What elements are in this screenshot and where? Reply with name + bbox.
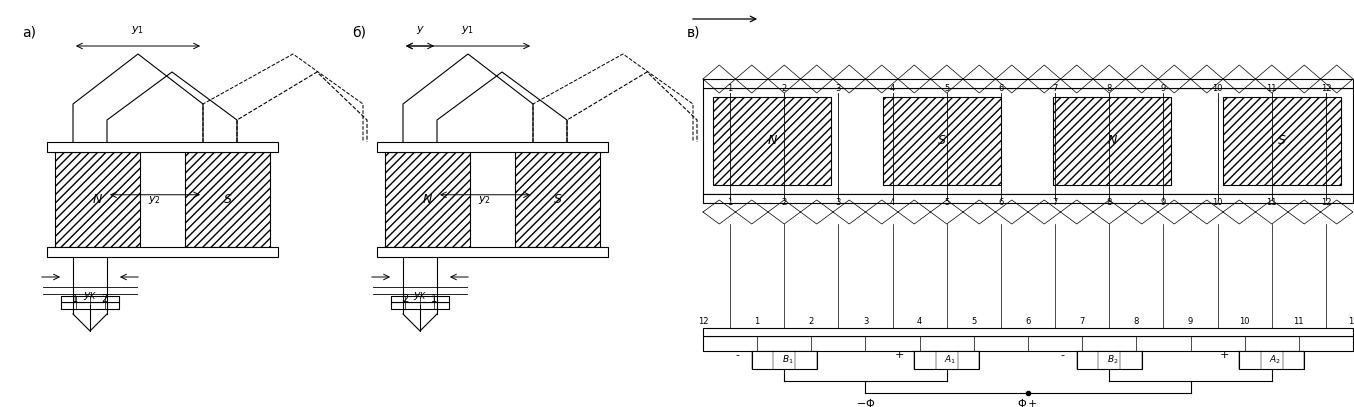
Bar [703,328,1353,336]
Text: -: - [735,350,739,361]
Bar [391,302,450,309]
Text: 7: 7 [1052,84,1057,93]
Text: 12: 12 [1320,198,1331,207]
Text: $y_K$: $y_K$ [83,290,97,302]
Text: 9: 9 [1187,317,1193,326]
Bar [914,351,979,369]
Text: 12: 12 [1347,317,1354,326]
Text: N: N [93,193,102,206]
Text: N: N [768,134,777,147]
Bar [185,152,269,247]
Text: 3: 3 [862,317,868,326]
Text: $B_1$: $B_1$ [781,354,793,366]
Text: 12: 12 [697,317,708,326]
Text: N: N [1108,134,1117,147]
Text: в): в) [686,25,700,39]
Bar [376,247,608,257]
Text: $y_K$: $y_K$ [413,290,428,302]
Bar [385,152,470,247]
Text: 2: 2 [402,294,409,304]
Text: 4: 4 [917,317,922,326]
Text: 5: 5 [944,84,949,93]
Text: 8: 8 [1133,317,1139,326]
Text: 7: 7 [1052,198,1057,207]
Bar [47,142,278,152]
Text: 3: 3 [835,198,841,207]
Text: 6: 6 [998,84,1003,93]
Bar [703,88,1353,194]
Text: 11: 11 [1293,317,1304,326]
Text: S: S [223,193,232,206]
Text: 4: 4 [890,198,895,207]
Text: 1: 1 [432,294,437,304]
Text: а): а) [22,25,37,39]
Text: $y_1$: $y_1$ [462,24,474,36]
Text: S: S [938,134,946,147]
Text: N: N [422,193,432,206]
Text: $y_1$: $y_1$ [131,24,145,36]
Text: +: + [895,350,904,361]
Bar [56,152,139,247]
Bar [391,296,450,302]
Text: $y_2$: $y_2$ [149,193,161,206]
Bar [515,152,600,247]
Text: 2: 2 [808,317,814,326]
Text: 2: 2 [781,198,787,207]
Bar [1053,97,1171,185]
Text: $B_2$: $B_2$ [1106,354,1118,366]
Bar [714,97,831,185]
Text: 2: 2 [102,294,107,304]
Text: 1: 1 [754,317,760,326]
Text: 1: 1 [72,294,79,304]
Bar [376,142,608,152]
Bar [61,302,119,309]
Bar [703,336,1353,351]
Text: 9: 9 [1160,84,1166,93]
Bar [703,79,1353,88]
Text: 1: 1 [727,84,733,93]
Text: 10: 10 [1239,317,1250,326]
Text: 5: 5 [944,198,949,207]
Text: 9: 9 [1160,198,1166,207]
Text: $y_2$: $y_2$ [478,193,492,206]
Text: $A_2$: $A_2$ [1269,354,1281,366]
Text: $-\Phi$: $-\Phi$ [856,397,875,407]
Bar [61,296,119,302]
Text: 11: 11 [1266,84,1277,93]
Bar [751,351,816,369]
Text: 12: 12 [1320,84,1331,93]
Bar [703,194,1353,203]
Text: 8: 8 [1106,84,1112,93]
Text: S: S [1278,134,1286,147]
Bar [1239,351,1304,369]
Text: 6: 6 [1025,317,1030,326]
Text: 11: 11 [1266,198,1277,207]
Text: 2: 2 [781,84,787,93]
Bar [1076,351,1141,369]
Text: $\Phi+$: $\Phi+$ [1017,397,1039,407]
Bar [47,247,278,257]
Text: $A_1$: $A_1$ [944,354,956,366]
Text: 4: 4 [890,84,895,93]
Text: 6: 6 [998,198,1003,207]
Text: 7: 7 [1079,317,1085,326]
Bar [1223,97,1340,185]
Text: -: - [1060,350,1064,361]
Text: +: + [1220,350,1229,361]
Text: S: S [554,193,562,206]
Text: 1: 1 [727,198,733,207]
Text: 10: 10 [1212,198,1223,207]
Text: 10: 10 [1212,84,1223,93]
Text: 3: 3 [835,84,841,93]
Text: 5: 5 [971,317,976,326]
Text: 8: 8 [1106,198,1112,207]
Text: б): б) [352,25,366,39]
Bar [883,97,1001,185]
Text: $y$: $y$ [416,24,425,36]
